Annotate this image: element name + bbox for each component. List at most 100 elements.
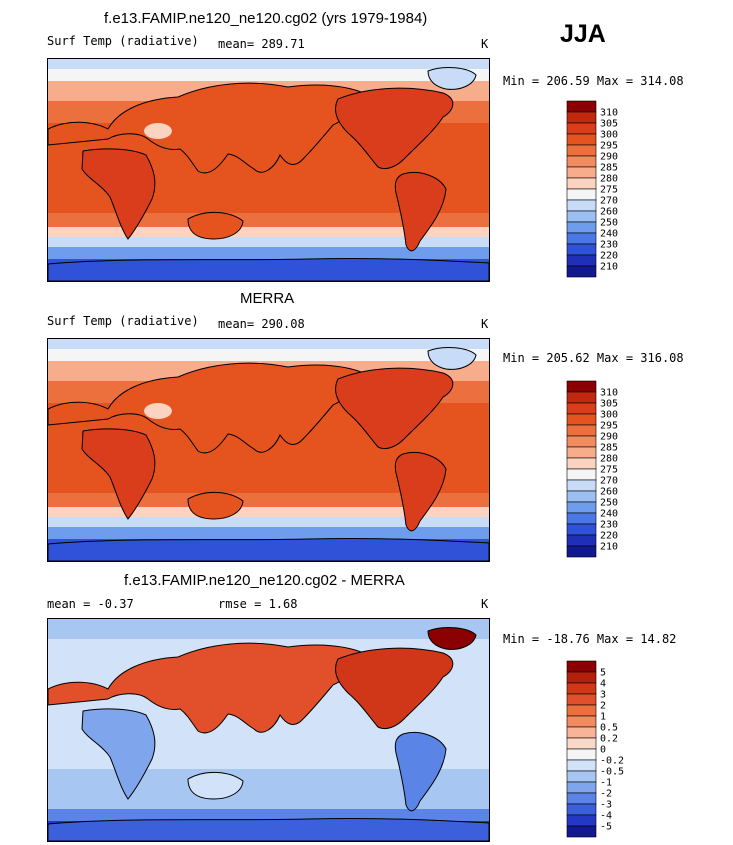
colorbar-tick-label: 230: [600, 520, 618, 531]
map-band: [48, 237, 489, 247]
colorbar-tick-label: 295: [600, 421, 618, 432]
map-band: [48, 507, 489, 517]
colorbar-box: [566, 100, 597, 113]
panel-1-map-plot: [48, 59, 489, 281]
colorbar-tick-label: 250: [600, 498, 618, 509]
colorbar-tick-label: 230: [600, 240, 618, 251]
colorbar-tick-label: 0.2: [600, 734, 618, 745]
continent-outline: [187, 212, 244, 240]
colorbar-tick-label: 275: [600, 185, 618, 196]
colorbar-tick-label: 285: [600, 163, 618, 174]
continent-outline: [81, 148, 156, 240]
colorbar-tick-label: 240: [600, 229, 618, 240]
colorbar-box: [566, 770, 597, 783]
panel-3-rmse: rmse = 1.68: [218, 597, 298, 611]
continent-outline: [48, 537, 489, 561]
colorbar-box: [566, 660, 597, 673]
colorbar-tick-label: 310: [600, 108, 618, 119]
colorbar-tick-label: 285: [600, 443, 618, 454]
colorbar-box: [566, 468, 597, 481]
panel-1-map: [47, 58, 490, 282]
colorbar-box: [566, 177, 597, 190]
colorbar-tick-label: 210: [600, 262, 618, 273]
colorbar-box: [566, 424, 597, 437]
panel-1-title: f.e13.FAMIP.ne120_ne120.cg02 (yrs 1979-1…: [104, 10, 428, 27]
colorbar-box: [566, 265, 597, 278]
panel-2-mean: mean= 290.08: [218, 317, 305, 331]
panel-3-mean: mean = -0.37: [47, 597, 134, 611]
continent-outline: [335, 367, 454, 450]
colorbar-box: [566, 413, 597, 426]
continent-outline: [48, 257, 489, 281]
colorbar-tick-label: -0.2: [600, 756, 624, 767]
continent-outline: [48, 642, 369, 734]
map-band: [48, 69, 489, 81]
colorbar-box: [566, 479, 597, 492]
colorbar-box: [566, 682, 597, 695]
colorbar-box: [566, 671, 597, 684]
colorbar-tick-label: 275: [600, 465, 618, 476]
map-band: [48, 247, 489, 259]
colorbar-tick-label: -3: [600, 800, 612, 811]
colorbar-tick-label: 270: [600, 476, 618, 487]
colorbar-tick-label: 0: [600, 745, 606, 756]
colorbar-box: [566, 715, 597, 728]
map-feature: [144, 403, 172, 419]
colorbar-box: [566, 490, 597, 503]
colorbar-tick-label: 260: [600, 487, 618, 498]
colorbar-tick-label: 5: [600, 668, 606, 679]
colorbar-box: [566, 792, 597, 805]
map-band: [48, 619, 489, 639]
colorbar-tick-label: 290: [600, 152, 618, 163]
colorbar-tick-label: 300: [600, 130, 618, 141]
panel-2-minmax: Min = 205.62 Max = 316.08: [503, 351, 684, 365]
colorbar-tick-label: 295: [600, 141, 618, 152]
colorbar-box: [566, 803, 597, 816]
map-feature: [144, 123, 172, 139]
colorbar-tick-label: 3: [600, 690, 606, 701]
map-band: [48, 59, 489, 69]
continent-outline: [81, 708, 156, 800]
map-band: [48, 809, 489, 821]
continent-outline: [427, 67, 477, 90]
colorbar-tick-label: 310: [600, 388, 618, 399]
colorbar-box: [566, 512, 597, 525]
continent-outline: [48, 82, 369, 174]
colorbar-tick-label: 0.5: [600, 723, 618, 734]
colorbar-tick-label: 250: [600, 218, 618, 229]
colorbar-tick-label: 4: [600, 679, 606, 690]
panel-2-map-plot: [48, 339, 489, 561]
panel-1-mean: mean= 289.71: [218, 37, 305, 51]
panel-1-colorbar: 310 305 300 295 290 285 280 275 270 260 250 240 230 2…: [566, 100, 627, 278]
map-band: [48, 227, 489, 237]
map-band: [48, 213, 489, 227]
panel-3-units: K: [481, 597, 489, 611]
continent-outline: [427, 347, 477, 370]
colorbar-box: [566, 133, 597, 146]
colorbar-box: [566, 435, 597, 448]
colorbar-tick-label: 220: [600, 531, 618, 542]
continent-outline: [427, 627, 477, 650]
colorbar-box: [566, 188, 597, 201]
colorbar-box: [566, 534, 597, 547]
panel-2-units: K: [481, 317, 489, 331]
continent-outline: [394, 172, 447, 252]
colorbar-box: [566, 545, 597, 558]
colorbar-box: [566, 144, 597, 157]
continent-outline: [394, 732, 447, 812]
colorbar-box: [566, 726, 597, 739]
continent-outline: [335, 87, 454, 170]
colorbar-box: [566, 446, 597, 459]
map-band: [48, 517, 489, 527]
colorbar-tick-label: 280: [600, 174, 618, 185]
panel-2-variable: Surf Temp (radiative): [47, 314, 199, 328]
colorbar-box: [566, 380, 597, 393]
colorbar-box: [566, 199, 597, 212]
colorbar-tick-label: 270: [600, 196, 618, 207]
map-band: [48, 493, 489, 507]
colorbar-box: [566, 523, 597, 536]
continent-outline: [335, 647, 454, 730]
colorbar-tick-label: 260: [600, 207, 618, 218]
season-label: JJA: [560, 20, 606, 48]
colorbar-tick-label: -5: [600, 822, 612, 833]
